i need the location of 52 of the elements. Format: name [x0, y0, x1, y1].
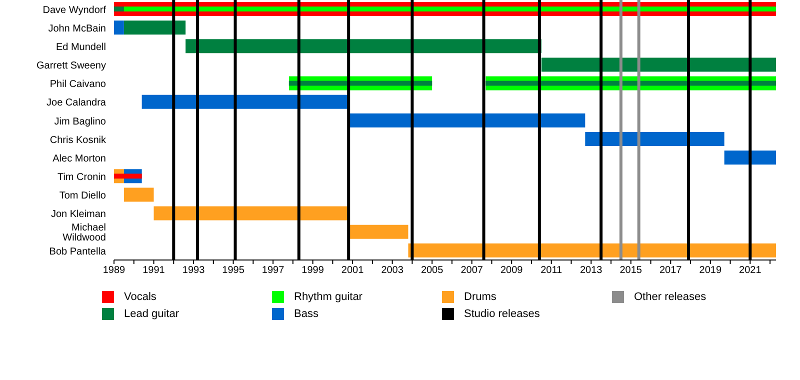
y-tick-label: Garrett Sweeny: [36, 60, 106, 72]
y-tick-label: Jon Kleiman: [50, 209, 106, 220]
x-tick-label: 1989: [102, 265, 126, 276]
y-tick-label: Alec Morton: [52, 153, 106, 164]
y-tick-label: Phil Caivano: [50, 79, 106, 90]
bar: [142, 94, 349, 109]
x-tick-label: 2001: [341, 265, 364, 276]
bar: [408, 243, 776, 258]
x-tick-label: 2005: [420, 265, 444, 276]
bar: [541, 58, 776, 72]
bar: [114, 20, 124, 35]
x-tick-label: 2007: [460, 265, 484, 276]
x-tick-label: 2017: [660, 265, 682, 276]
x-tick-label: 2021: [739, 265, 762, 276]
legend-label: Studio releases: [464, 308, 540, 320]
y-tick-label: Tim Cronin: [57, 172, 106, 183]
bar: [585, 132, 724, 146]
y-tick-label: Ed Mundell: [56, 42, 106, 53]
y-tick-label: Joe Calandra: [46, 98, 106, 109]
bar: [114, 174, 142, 179]
bar: [724, 150, 776, 165]
legend-label: Rhythm guitar: [294, 290, 362, 302]
bar: [124, 6, 776, 12]
x-tick-label: 1995: [222, 265, 245, 276]
x-tick-label: 2015: [620, 265, 642, 276]
y-tick-label: Jim Baglino: [54, 116, 106, 128]
y-tick-label: Chris Kosnik: [50, 134, 107, 146]
y-tick-label: Michael Wildwood: [62, 222, 106, 244]
x-tick-label: 2003: [381, 265, 404, 276]
bar: [154, 206, 349, 220]
legend-label: Vocals: [124, 290, 156, 302]
x-tick-label: 2013: [580, 265, 603, 276]
x-tick-label: 1991: [142, 265, 166, 276]
legend-label: Lead guitar: [124, 308, 180, 320]
x-tick-label: 1999: [302, 265, 324, 276]
x-tick-label: 2019: [699, 265, 722, 276]
bar: [124, 188, 154, 202]
x-tick-label: 2009: [500, 265, 524, 276]
legend-label: Other releases: [634, 290, 706, 302]
x-tick-label: 1997: [262, 265, 285, 276]
x-tick-label: 1993: [182, 265, 206, 276]
y-tick-label: John McBain: [48, 23, 106, 34]
x-tick-label: 2011: [540, 265, 563, 276]
bar: [348, 113, 586, 128]
legend-label: Bass: [294, 308, 318, 320]
bar: [114, 6, 124, 12]
legend-label: Drums: [464, 290, 496, 302]
y-tick-label: Tom Diello: [59, 190, 106, 202]
y-tick-label: Bob Pantella: [49, 246, 106, 258]
bar: [348, 224, 408, 239]
bar: [124, 20, 186, 35]
y-tick-label: Dave Wyndorf: [42, 4, 106, 16]
